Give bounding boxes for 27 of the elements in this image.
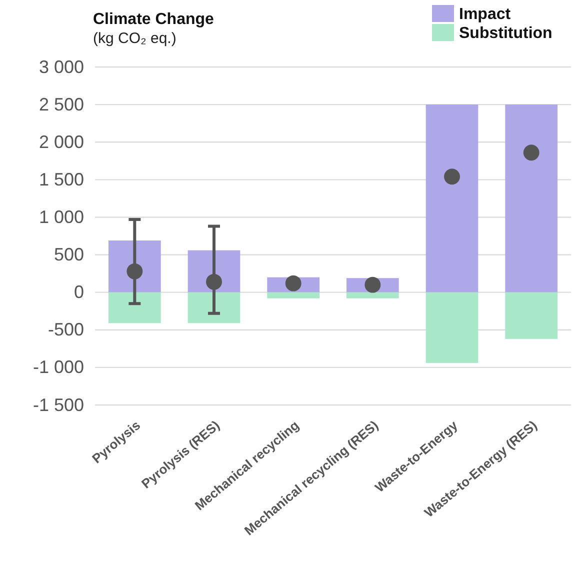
point [444, 168, 460, 185]
bar [346, 292, 399, 298]
bar [267, 292, 320, 298]
y-tick-label: -500 [48, 320, 84, 340]
y-tick-label: 1 000 [38, 206, 84, 227]
y-tick-label: -1 000 [32, 357, 84, 378]
y-tick-label: 0 [74, 282, 84, 302]
y-tick-label: 500 [54, 244, 84, 265]
point [206, 274, 222, 290]
point [523, 144, 540, 161]
y-tick-label: 2 000 [38, 132, 84, 152]
legend-label: Impact [459, 6, 512, 23]
y-tick-label: 3 000 [38, 56, 84, 77]
y-tick-label: 1 500 [38, 169, 84, 190]
bar [188, 292, 240, 324]
bar [108, 292, 161, 324]
point [364, 276, 381, 293]
y-tick-label: -1 500 [32, 394, 84, 415]
chart-title: Climate Change [93, 11, 214, 28]
legend-label: Substitution [459, 25, 552, 42]
chart-subtitle: (kg CO₂ eq.) [93, 30, 176, 47]
bar [505, 104, 558, 292]
bar [505, 292, 558, 339]
bar [426, 104, 478, 292]
bar [426, 292, 478, 363]
y-tick-label: 2 500 [38, 94, 84, 114]
point [285, 275, 302, 292]
